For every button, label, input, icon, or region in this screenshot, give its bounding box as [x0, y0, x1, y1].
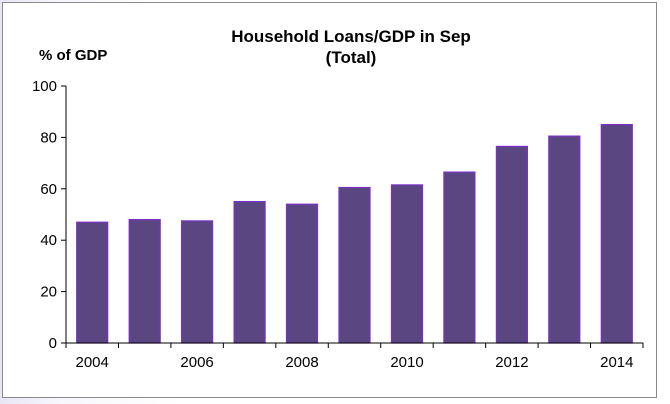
axes-group	[61, 85, 644, 348]
y-tick-label-100: 100	[32, 78, 57, 95]
bar-2011	[443, 171, 476, 344]
ticks-group: 0 20 40 60 80 100 2004 2006 2008 2010 2012 2014	[32, 78, 634, 371]
bars-group	[76, 123, 633, 344]
x-tick-label-2004: 2004	[76, 354, 109, 371]
x-tick-label-2014: 2014	[600, 354, 633, 371]
bar-2010	[390, 184, 424, 344]
bar-2005	[128, 219, 161, 344]
chart-title: Household Loans/GDP in Sep	[231, 27, 471, 46]
y-tick-label-80: 80	[40, 129, 57, 146]
bar-2013	[548, 135, 581, 344]
bar-2007	[233, 201, 266, 344]
y-tick-label-20: 20	[40, 284, 57, 301]
chart-frame: Household Loans/GDP in Sep (Total) % of …	[2, 2, 657, 398]
y-tick-label-40: 40	[40, 232, 57, 249]
y-tick-label-60: 60	[40, 181, 57, 198]
bar-2014	[600, 123, 633, 344]
y-tick-label-0: 0	[49, 335, 57, 352]
bar-2012	[495, 145, 528, 344]
bar-2006	[181, 220, 214, 344]
chart-svg: Household Loans/GDP in Sep (Total) % of …	[32, 27, 644, 371]
x-tick-label-2006: 2006	[180, 354, 213, 371]
x-tick-label-2008: 2008	[285, 354, 318, 371]
y-axis-label: % of GDP	[39, 47, 107, 64]
chart-subtitle: (Total)	[326, 48, 377, 67]
bar-2004	[76, 221, 109, 344]
bar-2008	[285, 203, 319, 344]
x-tick-label-2012: 2012	[495, 354, 528, 371]
bar-2009	[338, 186, 371, 344]
x-tick-label-2010: 2010	[390, 354, 423, 371]
